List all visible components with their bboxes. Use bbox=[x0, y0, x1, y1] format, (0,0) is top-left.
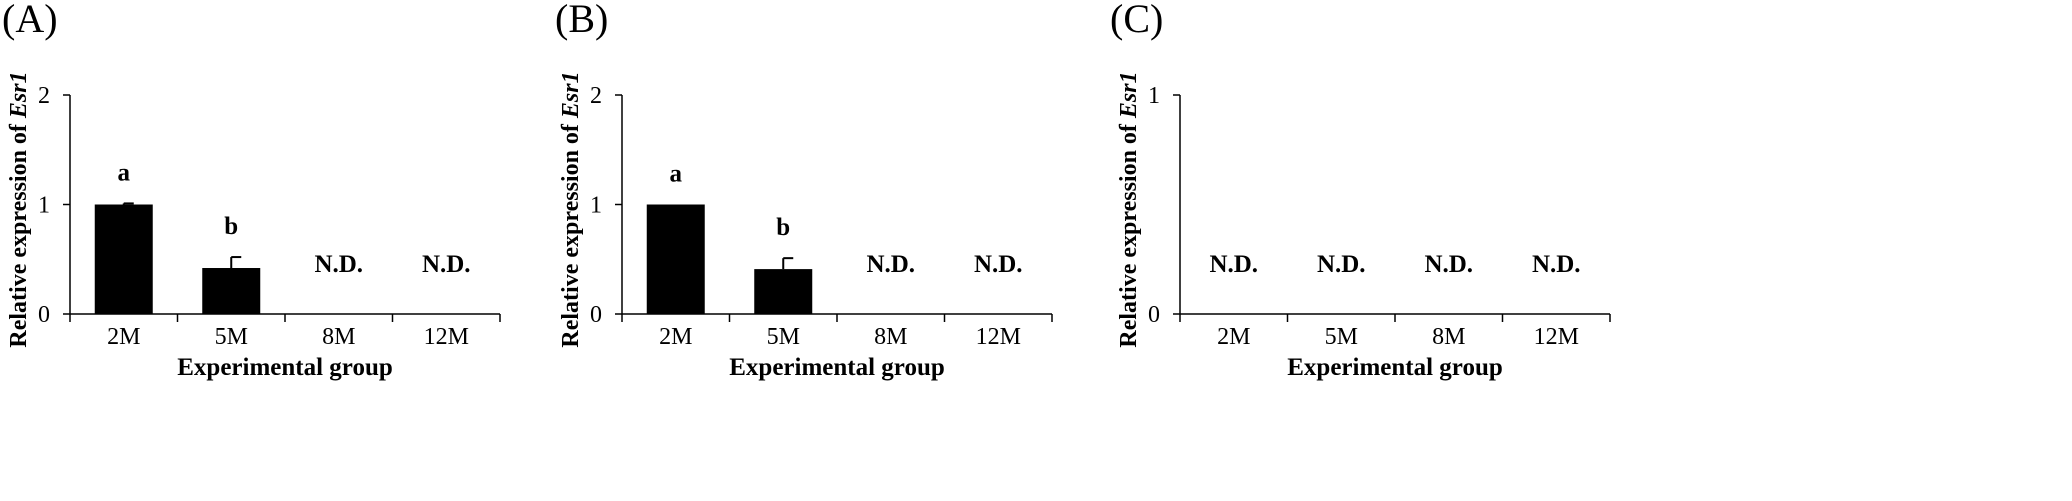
bar bbox=[646, 204, 705, 314]
chart-panel-b: (B) 0 1 2 a 2M b 5M N.D. 8M N.D. 12M Experimental gr… bbox=[555, 0, 1053, 381]
y-tick-label: 0 bbox=[38, 302, 50, 328]
bar-annotation: N.D. bbox=[1209, 251, 1258, 278]
y-tick-label: 1 bbox=[590, 193, 602, 219]
y-axis-title-gene: Esr1 bbox=[6, 71, 32, 119]
bar-annotation: N.D. bbox=[422, 251, 471, 278]
x-tick-label: 8M bbox=[874, 324, 907, 350]
x-axis-title: Experimental group bbox=[729, 354, 945, 381]
x-tick-label: 2M bbox=[1217, 324, 1250, 350]
chart-panel-a: (A) 0 1 2 a 2M b 5M N.D. 8M N.D. 12M Experimental gr… bbox=[2, 0, 501, 381]
y-tick-label: 2 bbox=[38, 83, 50, 109]
x-axis-title: Experimental group bbox=[177, 354, 393, 381]
bar bbox=[754, 269, 813, 314]
panel-label: (B) bbox=[555, 0, 608, 41]
y-tick-label: 0 bbox=[590, 302, 602, 328]
y-axis-title-main: Relative expression of bbox=[6, 118, 32, 348]
panel-label: (A) bbox=[2, 0, 58, 41]
x-tick-label: 12M bbox=[1534, 324, 1579, 350]
x-tick-label: 2M bbox=[107, 324, 140, 350]
y-axis-title-gene: Esr1 bbox=[558, 71, 584, 119]
x-tick-label: 12M bbox=[976, 324, 1021, 350]
bar-annotation: N.D. bbox=[866, 251, 915, 278]
y-axis-title-gene: Esr1 bbox=[1116, 71, 1142, 119]
y-tick-label: 0 bbox=[1148, 302, 1160, 328]
x-tick-label: 12M bbox=[424, 324, 469, 350]
bar-annotation: N.D. bbox=[1317, 251, 1366, 278]
x-tick-label: 8M bbox=[322, 324, 355, 350]
y-axis-title-main: Relative expression of bbox=[1116, 118, 1142, 348]
bar-annotation: N.D. bbox=[1532, 251, 1581, 278]
y-axis-title-main: Relative expression of bbox=[558, 118, 584, 348]
y-axis-title: Relative expression of Esr1 bbox=[1116, 71, 1142, 347]
bar-annotation: a bbox=[670, 161, 683, 188]
bar bbox=[94, 204, 153, 314]
x-tick-label: 5M bbox=[215, 324, 248, 350]
panel-label: (C) bbox=[1110, 0, 1163, 41]
x-tick-label: 2M bbox=[659, 324, 692, 350]
bar-annotation: b bbox=[224, 213, 238, 240]
bar-annotation: a bbox=[118, 159, 131, 186]
x-tick-label: 5M bbox=[1325, 324, 1358, 350]
y-axis-title: Relative expression of Esr1 bbox=[6, 71, 32, 347]
y-axis-title: Relative expression of Esr1 bbox=[558, 71, 584, 347]
bar-annotation: N.D. bbox=[974, 251, 1023, 278]
y-tick-label: 1 bbox=[1148, 83, 1160, 109]
chart-panel-c: (C) 0 1 N.D. 2M N.D. 5M N.D. 8M N.D. 12M Experiment… bbox=[1110, 0, 1611, 381]
bar-annotation: N.D. bbox=[1424, 251, 1473, 278]
bar-annotation: N.D. bbox=[314, 251, 363, 278]
x-tick-label: 5M bbox=[767, 324, 800, 350]
bar-annotation: b bbox=[776, 214, 790, 241]
x-axis-title: Experimental group bbox=[1287, 354, 1503, 381]
y-tick-label: 2 bbox=[590, 83, 602, 109]
bar bbox=[202, 268, 261, 314]
y-tick-label: 1 bbox=[38, 193, 50, 219]
x-tick-label: 8M bbox=[1432, 324, 1465, 350]
